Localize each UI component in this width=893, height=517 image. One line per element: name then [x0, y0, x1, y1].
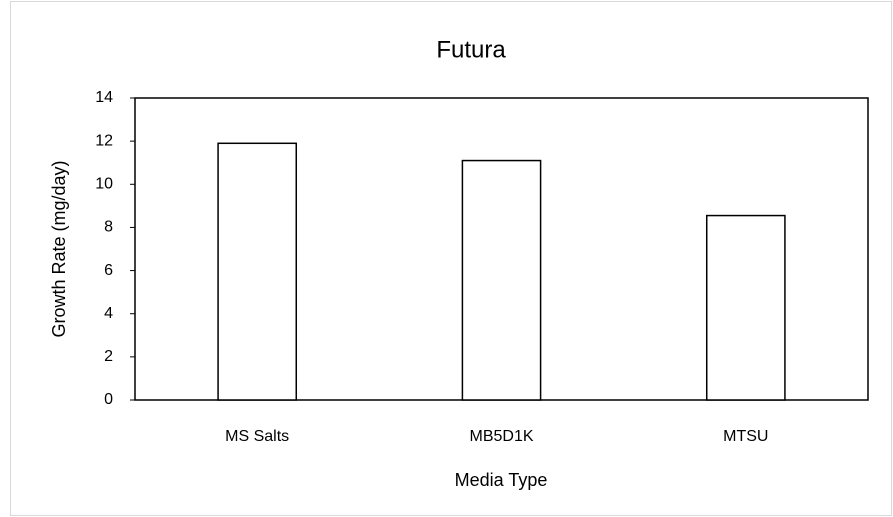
y-tick-label: 4 — [104, 305, 113, 322]
y-tick-label: 6 — [104, 262, 113, 279]
y-tick-label: 14 — [95, 89, 113, 106]
y-axis-title: Growth Rate (mg/day) — [49, 160, 69, 337]
chart-title: Futura — [436, 36, 506, 63]
y-tick-label: 8 — [104, 219, 113, 236]
x-tick-label: MB5D1K — [469, 428, 533, 445]
x-tick-label: MTSU — [723, 428, 768, 445]
y-tick-label: 10 — [95, 176, 113, 193]
y-tick-label: 2 — [104, 348, 113, 365]
y-tick-label: 0 — [104, 391, 113, 408]
x-tick-label: MS Salts — [225, 428, 289, 445]
y-tick-label: 12 — [95, 132, 113, 149]
bar — [217, 142, 298, 401]
bar — [461, 159, 542, 401]
bar — [705, 214, 786, 401]
x-axis-title: Media Type — [455, 470, 548, 490]
